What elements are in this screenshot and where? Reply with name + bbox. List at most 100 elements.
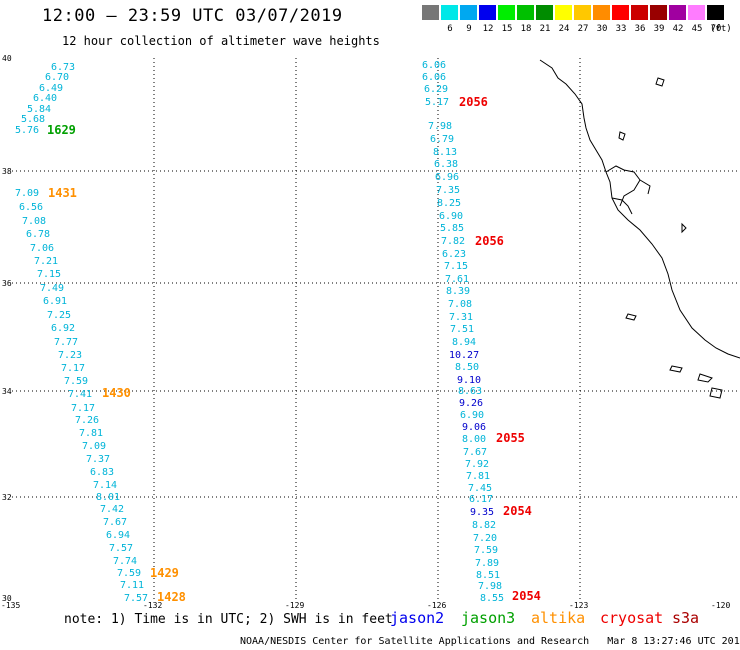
swh-value: 7.57 (109, 543, 133, 554)
swh-value: 7.17 (61, 363, 85, 374)
swh-value: 8.63 (458, 386, 482, 397)
swh-value: 7.67 (103, 517, 127, 528)
swh-value: 7.09 (15, 188, 39, 199)
swh-value: 7.37 (86, 454, 110, 465)
island-3 (697, 373, 713, 383)
island-1 (625, 313, 637, 321)
swh-value: 7.81 (79, 428, 103, 439)
swh-value: 7.51 (450, 324, 474, 335)
lon-label: -120 (711, 601, 730, 610)
swh-value: 6.23 (442, 249, 466, 260)
time-label: 1629 (47, 123, 76, 137)
legend-value: 36 (634, 24, 646, 34)
time-label: 1429 (150, 566, 179, 580)
swh-value: 7.35 (436, 185, 460, 196)
swh-value: 8.82 (472, 520, 496, 531)
satellite-altika: altika (531, 609, 586, 627)
swh-value: 7.74 (113, 556, 137, 567)
swh-value: 7.61 (445, 274, 469, 285)
legend-swatch (460, 5, 477, 20)
lat-label: 30 (2, 594, 12, 603)
swh-value: 7.82 (441, 236, 465, 247)
time-label: 1431 (48, 186, 77, 200)
legend-value: 30 (596, 24, 608, 34)
time-label: 2055 (496, 431, 525, 445)
swh-value: 6.17 (469, 494, 493, 505)
swh-value: 8.94 (452, 337, 476, 348)
lat-label: 32 (2, 493, 12, 502)
legend-value: 9 (466, 24, 472, 34)
swh-value: 7.67 (463, 447, 487, 458)
swh-value: 6.96 (435, 172, 459, 183)
swh-value: 7.45 (468, 483, 492, 494)
legend-value: 33 (615, 24, 627, 34)
legend-swatch (422, 5, 439, 20)
legend-swatch (669, 5, 686, 20)
delta (639, 179, 651, 195)
legend-value: 27 (577, 24, 589, 34)
time-label: 2054 (512, 589, 541, 603)
swh-value: 8.25 (437, 198, 461, 209)
swh-value: 7.11 (120, 580, 144, 591)
lon-label: -123 (569, 601, 588, 610)
lon-label: -129 (285, 601, 304, 610)
swh-value: 7.20 (473, 533, 497, 544)
swh-value: 7.77 (54, 337, 78, 348)
swh-value: 6.49 (39, 83, 63, 94)
lake-1 (655, 77, 665, 87)
swh-value: 10.27 (449, 350, 479, 361)
bay-inlet (611, 197, 633, 215)
swh-value: 7.98 (478, 581, 502, 592)
swh-value: 8.51 (476, 570, 500, 581)
swh-value: 7.14 (93, 480, 117, 491)
swh-value: 6.79 (430, 134, 454, 145)
axis-labels: 40 38 36 34 32 30-135 -132 -129 -126 -123 -120 (1, 54, 730, 610)
lat-lon-grid (12, 58, 740, 600)
swh-value: 6.94 (106, 530, 130, 541)
swh-value: 7.17 (71, 403, 95, 414)
swh-value: 8.50 (455, 362, 479, 373)
lat-label: 40 (2, 54, 12, 63)
swh-value: 7.08 (448, 299, 472, 310)
swh-value: 5.85 (440, 223, 464, 234)
coastline (539, 59, 740, 399)
swh-value: 5.76 (15, 125, 39, 136)
footer-note: note: 1) Time is in UTC; 2) SWH is in fe… (64, 612, 393, 627)
legend-swatch (498, 5, 515, 20)
legend-swatch (707, 5, 724, 20)
swh-value: 7.15 (444, 261, 468, 272)
swh-value: 9.06 (462, 422, 486, 433)
legend-value: 70 (710, 24, 722, 34)
legend-swatch (593, 5, 610, 20)
legend-value: 15 (501, 24, 513, 34)
swh-value: 7.59 (117, 568, 141, 579)
footer-credit: NOAA/NESDIS Center for Satellite Applica… (240, 636, 740, 647)
swh-value: 5.68 (21, 114, 45, 125)
legend-value: 6 (447, 24, 453, 34)
swh-value: 7.49 (40, 283, 64, 294)
swh-value: 7.09 (82, 441, 106, 452)
swh-value: 6.06 (422, 60, 446, 71)
swh-value: 8.55 (480, 593, 504, 604)
legend-swatch (612, 5, 629, 20)
time-label: 1430 (102, 386, 131, 400)
satellite-jason2: jason2 (390, 609, 445, 627)
california-coastline (539, 59, 740, 359)
swh-value: 6.40 (33, 93, 57, 104)
legend-value: 24 (558, 24, 570, 34)
lat-label: 34 (2, 387, 12, 396)
swh-value: 6.29 (424, 84, 448, 95)
swh-value: 7.81 (466, 471, 490, 482)
observations: 6.736.706.496.405.845.685.76 7.09 6.56 7.08… (15, 60, 504, 604)
legend-swatch (631, 5, 648, 20)
legend-value: 39 (653, 24, 665, 34)
swh-value: 6.56 (19, 202, 43, 213)
swh-value: 7.57 (124, 593, 148, 604)
time-label: 2056 (475, 234, 504, 248)
swh-value: 7.26 (75, 415, 99, 426)
swh-value: 7.21 (34, 256, 58, 267)
legend-swatch (441, 5, 458, 20)
satellite-s3a: s3a (672, 609, 700, 627)
swh-value: 7.23 (58, 350, 82, 361)
time-labels: 1629 1431 1430 1429 1428 2056 2056 2055 2054 2054 (47, 95, 541, 604)
